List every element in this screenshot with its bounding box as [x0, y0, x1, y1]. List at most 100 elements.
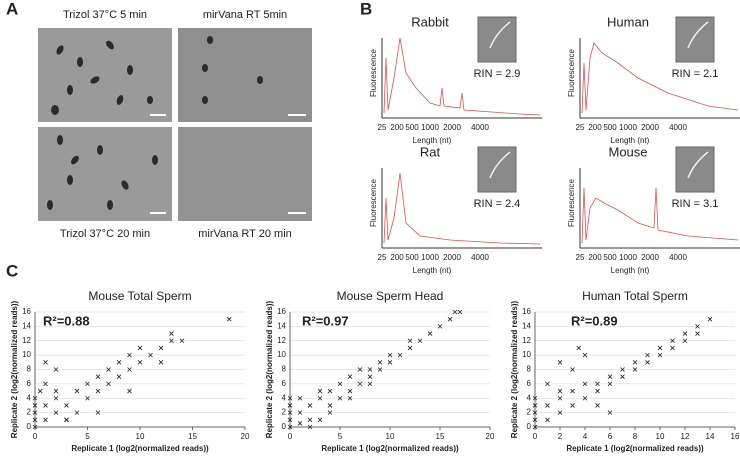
- point: [582, 381, 588, 387]
- x-tick-label: 500: [603, 123, 617, 132]
- x-tick-label: 0: [288, 432, 293, 441]
- point: [287, 403, 293, 408]
- point: [582, 352, 588, 358]
- x-tick-label: 500: [603, 253, 617, 262]
- point: [347, 395, 353, 401]
- point: [43, 360, 48, 365]
- point: [707, 316, 713, 322]
- point: [32, 403, 38, 408]
- x-tick-label: 4000: [669, 123, 687, 132]
- y-axis-label: Fluorescence: [567, 48, 576, 97]
- rin-label: RIN = 2.4: [474, 198, 521, 210]
- x-tick-label: 200: [588, 253, 602, 262]
- x-tick-label: 5: [85, 432, 90, 441]
- trace: [383, 37, 541, 116]
- rin-label: RIN = 2.9: [474, 68, 521, 80]
- point: [116, 374, 122, 379]
- y-tick-label: 10: [22, 350, 31, 359]
- y-tick-label: 2: [27, 408, 32, 417]
- point: [557, 395, 563, 401]
- inset-image: [675, 16, 715, 63]
- x-tick-label: 20: [486, 432, 495, 441]
- point: [287, 410, 293, 415]
- micrograph: [178, 28, 312, 122]
- point: [595, 388, 600, 394]
- y-tick-label: 4: [282, 393, 287, 402]
- x-tick-label: 4000: [669, 253, 687, 262]
- inset-sperm: [687, 151, 709, 179]
- trace: [581, 42, 739, 114]
- plot-title: Rabbit: [411, 14, 449, 29]
- x-tick-label: 1000: [421, 253, 439, 262]
- annotation: R²=0.88: [43, 313, 90, 328]
- point: [657, 352, 663, 358]
- point: [645, 360, 650, 365]
- point: [43, 403, 48, 408]
- point: [53, 388, 59, 394]
- point: [337, 395, 343, 401]
- point: [116, 360, 122, 365]
- x-tick-label: 500: [405, 123, 419, 132]
- x-tick-label: 14: [706, 432, 715, 441]
- x-axis-label: Length (nt): [413, 136, 452, 145]
- point: [357, 381, 363, 387]
- point: [297, 395, 303, 401]
- y-tick-label: 2: [527, 408, 532, 417]
- y-axis-label: Fluorescence: [369, 48, 378, 97]
- y-tick-label: 6: [527, 379, 532, 388]
- point: [607, 374, 613, 379]
- point: [607, 410, 613, 415]
- y-axis-label: Replicate 2 (log2(normalized reads)): [265, 300, 274, 438]
- point: [387, 352, 393, 358]
- inset-sperm: [489, 21, 511, 49]
- point: [532, 417, 538, 423]
- point: [417, 338, 423, 344]
- x-tick-label: 25: [576, 123, 585, 132]
- point: [387, 360, 393, 365]
- x-axis-label: Replicate 1 (log2(normalized reads)): [321, 444, 459, 453]
- x-tick-label: 4: [583, 432, 588, 441]
- point: [74, 410, 80, 415]
- micrograph: [38, 127, 172, 221]
- y-tick-label: 8: [282, 365, 287, 374]
- point: [127, 352, 132, 358]
- y-tick-label: 14: [22, 321, 31, 330]
- x-axis-label: Replicate 1 (log2(normalized reads)): [566, 444, 704, 453]
- y-tick-label: 16: [277, 307, 286, 316]
- point: [570, 388, 575, 394]
- point: [377, 367, 383, 372]
- point: [437, 324, 443, 329]
- x-tick-label: 25: [378, 123, 387, 132]
- y-tick-label: 16: [522, 307, 531, 316]
- point: [570, 403, 575, 408]
- point: [532, 403, 538, 408]
- panel-label: C: [6, 261, 18, 280]
- y-tick-label: 6: [282, 379, 287, 388]
- point: [32, 417, 38, 423]
- point: [545, 417, 550, 423]
- point: [307, 417, 313, 423]
- point: [532, 410, 538, 415]
- trace: [383, 172, 541, 245]
- x-tick-label: 2000: [641, 253, 659, 262]
- point: [297, 410, 303, 415]
- point: [158, 345, 164, 351]
- x-tick-label: 25: [576, 253, 585, 262]
- point: [317, 395, 323, 401]
- point: [106, 367, 111, 372]
- point: [682, 338, 688, 344]
- point: [632, 360, 638, 365]
- trace: [581, 187, 739, 244]
- point: [682, 331, 688, 336]
- y-tick-label: 12: [277, 336, 286, 345]
- y-tick-label: 12: [22, 336, 31, 345]
- point: [347, 374, 353, 379]
- point: [307, 424, 313, 430]
- point: [148, 352, 153, 358]
- x-tick-label: 4000: [471, 253, 489, 262]
- x-axis-label: Length (nt): [413, 266, 452, 275]
- y-tick-label: 0: [527, 422, 532, 431]
- point: [657, 345, 663, 351]
- image-caption: Trizol 37°C 5 min: [63, 9, 147, 21]
